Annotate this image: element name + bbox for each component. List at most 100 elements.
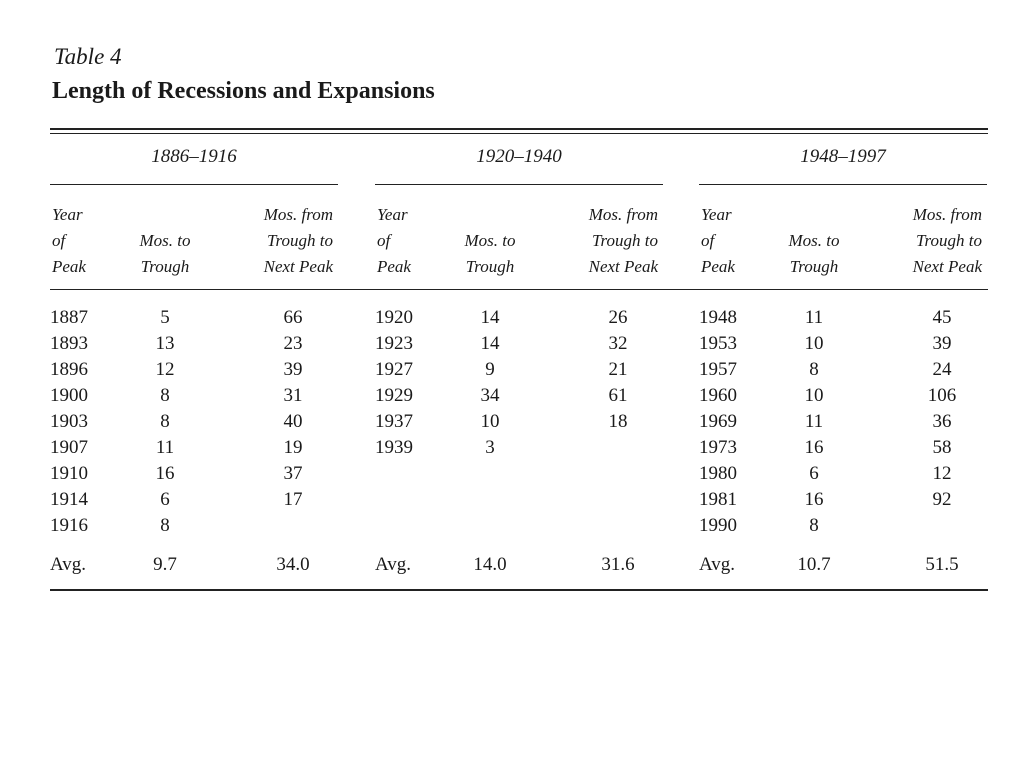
year-cell: 1980 [699,463,737,484]
header-line: Peak [52,257,86,276]
next-peak-cell: 23 [283,333,303,354]
next-peak-cell: 92 [932,489,952,510]
next-peak-cell: 66 [283,307,303,328]
trough-column: 11 10 8 10 11 16 6 16 8 [774,305,854,539]
next-peak-column: 26 32 21 61 18 [578,305,658,461]
header-line: Trough [140,257,190,276]
next-peak-cell [253,513,333,539]
top-double-rule-lower [50,133,988,134]
header-line: Next Peak [912,257,982,276]
next-peak-cell: 12 [932,463,952,484]
next-peak-cell: 106 [927,385,957,406]
header-line: Mos. from [263,205,333,224]
year-cell: 1948 [699,307,737,328]
avg-label: Avg. [375,554,412,575]
trough-cell: 5 [160,307,170,328]
next-peak-cell: 58 [932,437,952,458]
trough-cell: 16 [804,437,824,458]
year-cell: 1907 [50,437,88,458]
next-peak-cell: 61 [608,385,628,406]
trough-cell: 8 [809,359,819,380]
avg-next-peak: 31.6 [601,554,635,575]
year-cell: 1990 [699,515,737,536]
year-cell: 1916 [50,515,88,536]
trough-cell: 10 [804,385,824,406]
trough-cell: 34 [480,385,500,406]
year-cell: 1914 [50,489,88,510]
next-peak-cell: 39 [932,333,952,354]
header-months-to-trough: Mos. to Trough [120,228,210,280]
header-line: of [52,231,66,250]
trough-cell: 10 [480,411,500,432]
trough-cell: 12 [155,359,175,380]
header-line: of [377,231,391,250]
trough-cell: 8 [160,385,170,406]
header-rule [50,289,988,290]
header-line: Year [52,205,83,224]
next-peak-cell: 17 [283,489,303,510]
next-peak-cell: 40 [283,411,303,432]
header-months-to-next-peak: Mos. from Trough to Next Peak [872,202,982,280]
header-line: Next Peak [263,257,333,276]
trough-cell: 16 [804,489,824,510]
next-peak-cell: 21 [608,359,628,380]
trough-cell: 11 [155,437,175,458]
header-line: Trough to [916,231,982,250]
period-heading: 1948–1997 [800,146,886,167]
year-cell: 1939 [375,437,413,458]
year-cell: 1896 [50,359,88,380]
year-cell: 1893 [50,333,88,354]
year-cell: 1969 [699,411,737,432]
trough-cell: 14 [480,333,500,354]
avg-trough: 9.7 [153,554,177,575]
trough-cell: 14 [480,307,500,328]
top-double-rule-upper [50,128,988,130]
period-rule [50,184,338,185]
period-heading: 1886–1916 [151,146,237,167]
header-line: Next Peak [588,257,658,276]
year-cell: 1920 [375,307,413,328]
header-line: Mos. from [912,205,982,224]
year-cell: 1973 [699,437,737,458]
header-line: Mos. to [139,231,191,250]
year-cell: 1957 [699,359,737,380]
header-line: Trough to [592,231,658,250]
header-year-of-peak: Year of Peak [52,202,112,280]
year-cell: 1887 [50,307,88,328]
year-column: 1887 1893 1896 1900 1903 1907 1910 1914 1916 [50,305,110,539]
year-column: 1920 1923 1927 1929 1937 1939 [375,305,435,461]
trough-cell: 8 [160,515,170,536]
trough-column: 5 13 12 8 8 11 16 6 8 [125,305,205,539]
header-year-of-peak: Year of Peak [701,202,761,280]
next-peak-cell: 24 [932,359,952,380]
period-heading: 1920–1940 [476,146,562,167]
year-cell: 1953 [699,333,737,354]
header-line: Peak [701,257,735,276]
header-line: Peak [377,257,411,276]
trough-cell: 10 [804,333,824,354]
next-peak-cell: 37 [283,463,303,484]
next-peak-cell [902,513,982,539]
header-line: Trough [789,257,839,276]
trough-cell: 16 [155,463,175,484]
table-title: Length of Recessions and Expansions [52,78,435,104]
avg-label: Avg. [50,554,87,575]
header-line: Trough [465,257,515,276]
year-cell: 1960 [699,385,737,406]
trough-column: 14 14 9 34 10 3 [450,305,530,461]
next-peak-column: 45 39 24 106 36 58 12 92 [902,305,982,539]
header-months-to-trough: Mos. to Trough [445,228,535,280]
trough-cell: 8 [160,411,170,432]
avg-next-peak: 34.0 [276,554,310,575]
header-line: Year [701,205,732,224]
avg-label: Avg. [699,554,736,575]
period-rule [375,184,663,185]
year-column: 1948 1953 1957 1960 1969 1973 1980 1981 1990 [699,305,759,539]
header-line: Trough to [267,231,333,250]
next-peak-cell: 36 [932,411,952,432]
next-peak-cell: 32 [608,333,628,354]
trough-cell: 6 [809,463,819,484]
header-months-to-trough: Mos. to Trough [769,228,859,280]
avg-trough: 14.0 [473,554,507,575]
trough-cell: 6 [160,489,170,510]
